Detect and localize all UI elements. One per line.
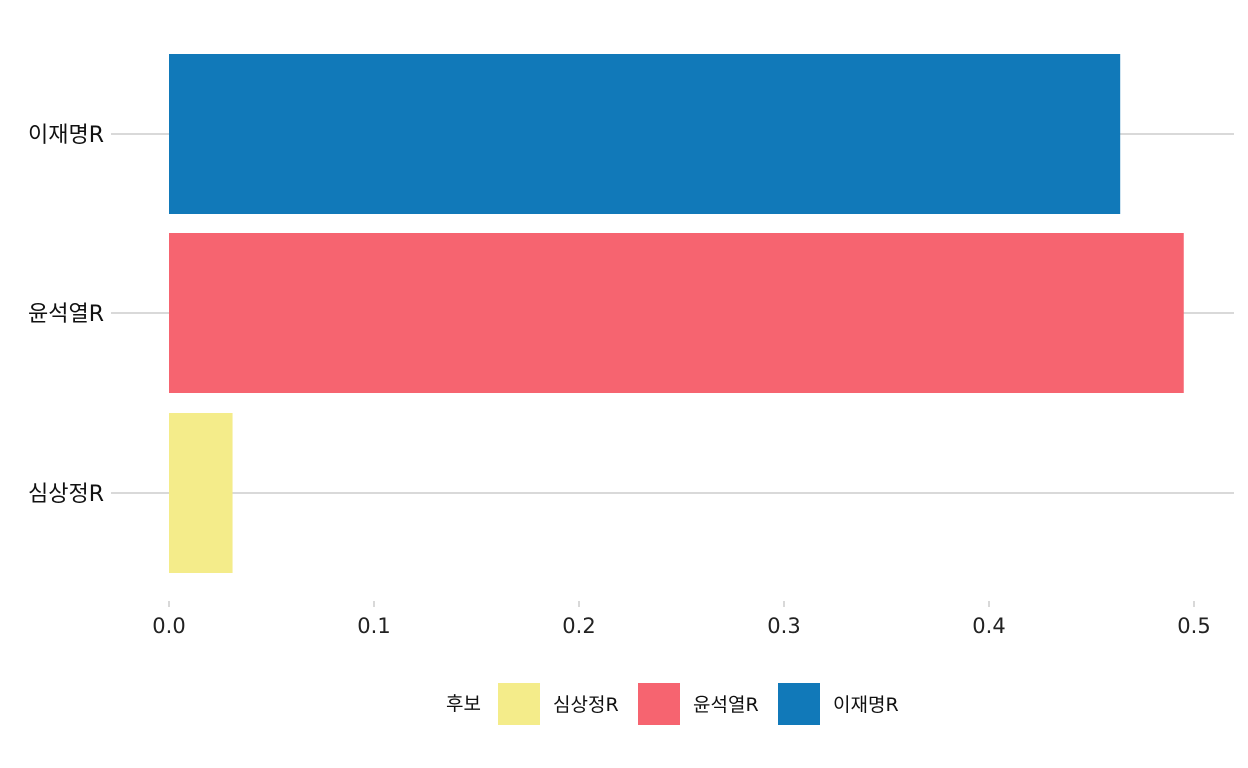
category-label: 심상정R bbox=[28, 482, 104, 507]
y-axis: 이재명R 윤석열R 심상정R bbox=[28, 123, 104, 507]
legend-swatch bbox=[638, 683, 680, 725]
category-label: 이재명R bbox=[28, 123, 104, 148]
legend: 후보 심상정R 윤석열R 이재명R bbox=[446, 683, 899, 725]
legend-swatch bbox=[498, 683, 540, 725]
bar bbox=[169, 54, 1121, 214]
x-axis: 0.0 0.1 0.2 0.3 0.4 0.5 bbox=[152, 601, 1211, 638]
x-tick-label: 0.1 bbox=[357, 614, 390, 638]
bars bbox=[169, 54, 1184, 573]
x-tick-label: 0.4 bbox=[972, 614, 1005, 638]
legend-title: 후보 bbox=[446, 693, 481, 715]
x-tick-label: 0.5 bbox=[1177, 614, 1210, 638]
legend-swatch bbox=[778, 683, 820, 725]
legend-label: 윤석열R bbox=[693, 694, 759, 716]
bar bbox=[169, 233, 1184, 393]
bar bbox=[169, 413, 233, 573]
x-tick-label: 0.3 bbox=[767, 614, 800, 638]
x-tick-label: 0.0 bbox=[152, 614, 185, 638]
legend-label: 심상정R bbox=[553, 694, 619, 716]
x-tick-label: 0.2 bbox=[562, 614, 595, 638]
category-label: 윤석열R bbox=[28, 302, 104, 327]
legend-label: 이재명R bbox=[833, 694, 899, 716]
